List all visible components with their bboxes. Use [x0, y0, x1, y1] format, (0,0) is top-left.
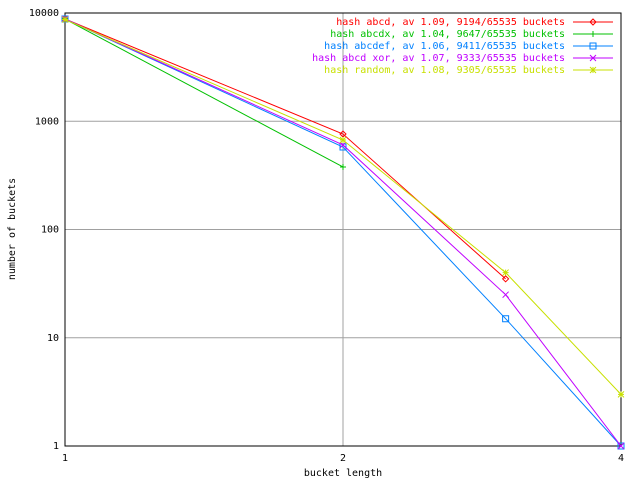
x-tick-label: 1: [62, 453, 68, 464]
series-line: [64, 19, 622, 395]
marker: [502, 315, 510, 323]
marker: [501, 275, 510, 283]
legend-marker: [589, 66, 597, 74]
x-axis-label: bucket length: [304, 468, 382, 479]
marker: [617, 442, 625, 450]
series-line: [64, 18, 622, 447]
y-tick-label: 1: [53, 441, 59, 452]
marker: [340, 163, 346, 170]
legend-marker: [589, 18, 597, 26]
marker: [502, 291, 509, 299]
x-tick-label: 4: [618, 453, 624, 464]
series-line: [64, 18, 622, 447]
marker: [502, 269, 509, 276]
legend-label: hash abcd, av 1.09, 9194/65535 buckets: [336, 17, 565, 28]
legend-label: hash abcdef, av 1.06, 9411/65535 buckets: [324, 41, 565, 52]
y-tick-label: 100: [41, 225, 59, 236]
y-tick-label: 1000: [35, 116, 59, 127]
marker: [339, 136, 347, 144]
x-tick-label: 2: [340, 453, 346, 464]
legend-marker: [590, 31, 596, 37]
legend-marker: [589, 42, 597, 50]
y-axis-label: number of buckets: [7, 178, 18, 280]
marker: [617, 390, 625, 398]
marker: [61, 16, 69, 23]
legend-label: hash random, av 1.08, 9305/65535 buckets: [324, 65, 565, 76]
legend-label: hash abcdx, av 1.04, 9647/65535 buckets: [330, 29, 565, 40]
series-line: [64, 18, 344, 168]
marker: [339, 141, 347, 149]
legend-label: hash abcd xor, av 1.07, 9333/65535 bucke…: [312, 53, 565, 64]
y-tick-label: 10: [47, 333, 59, 344]
legend-marker: [589, 54, 597, 62]
plot-border: [64, 12, 622, 447]
y-tick-label: 10000: [29, 8, 59, 19]
series-line: [64, 18, 506, 280]
marker: [339, 130, 347, 138]
